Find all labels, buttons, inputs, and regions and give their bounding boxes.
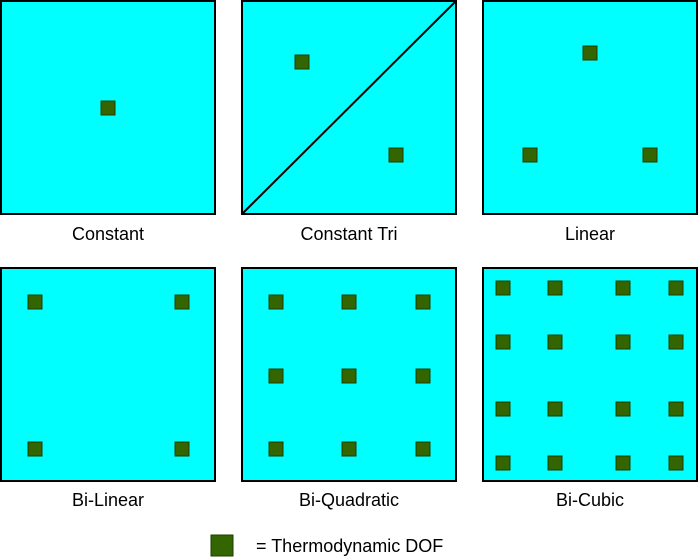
dof-marker — [668, 334, 684, 350]
dof-marker — [415, 294, 431, 310]
panel-bi-cubic: Bi-Cubic — [482, 267, 698, 510]
dof-marker — [642, 147, 658, 163]
dof-marker — [668, 280, 684, 296]
dof-marker — [615, 280, 631, 296]
dof-marker — [547, 280, 563, 296]
dof-marker — [668, 401, 684, 417]
dof-marker — [174, 441, 190, 457]
label-linear: Linear — [565, 224, 615, 244]
legend-dof-icon — [210, 534, 234, 557]
panel-constant: Constant — [0, 0, 216, 244]
dof-marker — [27, 294, 43, 310]
dof-marker — [547, 401, 563, 417]
label-bi-quadratic: Bi-Quadratic — [299, 490, 399, 510]
dof-marker — [547, 334, 563, 350]
dof-marker — [495, 334, 511, 350]
dof-marker — [547, 455, 563, 471]
dof-marker — [668, 455, 684, 471]
panel-constant-tri: Constant Tri — [241, 0, 457, 244]
dof-marker — [495, 455, 511, 471]
dof-marker — [495, 280, 511, 296]
dof-marker — [268, 368, 284, 384]
dof-marker — [268, 441, 284, 457]
label-bi-cubic: Bi-Cubic — [556, 490, 624, 510]
panel-bi-quadratic: Bi-Quadratic — [241, 267, 457, 510]
dof-marker — [582, 45, 598, 61]
label-bi-linear: Bi-Linear — [72, 490, 144, 510]
dof-marker — [27, 441, 43, 457]
label-constant: Constant — [72, 224, 144, 244]
dof-marker — [615, 455, 631, 471]
cell-linear — [482, 0, 698, 215]
panel-linear: Linear — [482, 0, 698, 244]
dof-marker — [341, 368, 357, 384]
panel-bi-linear: Bi-Linear — [0, 267, 216, 510]
dof-marker — [522, 147, 538, 163]
cell-bi-cubic — [482, 267, 698, 482]
dof-marker — [415, 441, 431, 457]
dof-marker — [100, 100, 116, 116]
dof-marker — [615, 401, 631, 417]
dof-marker — [388, 147, 404, 163]
dof-marker — [615, 334, 631, 350]
dof-marker — [341, 294, 357, 310]
label-constant-tri: Constant Tri — [300, 224, 397, 244]
dof-marker — [294, 54, 310, 70]
dof-marker — [415, 368, 431, 384]
legend-text: = Thermodynamic DOF — [256, 536, 443, 556]
dof-marker — [268, 294, 284, 310]
diagonal-line — [241, 0, 457, 215]
dof-marker — [174, 294, 190, 310]
dof-marker — [341, 441, 357, 457]
dof-marker — [495, 401, 511, 417]
legend: = Thermodynamic DOF — [210, 534, 443, 557]
